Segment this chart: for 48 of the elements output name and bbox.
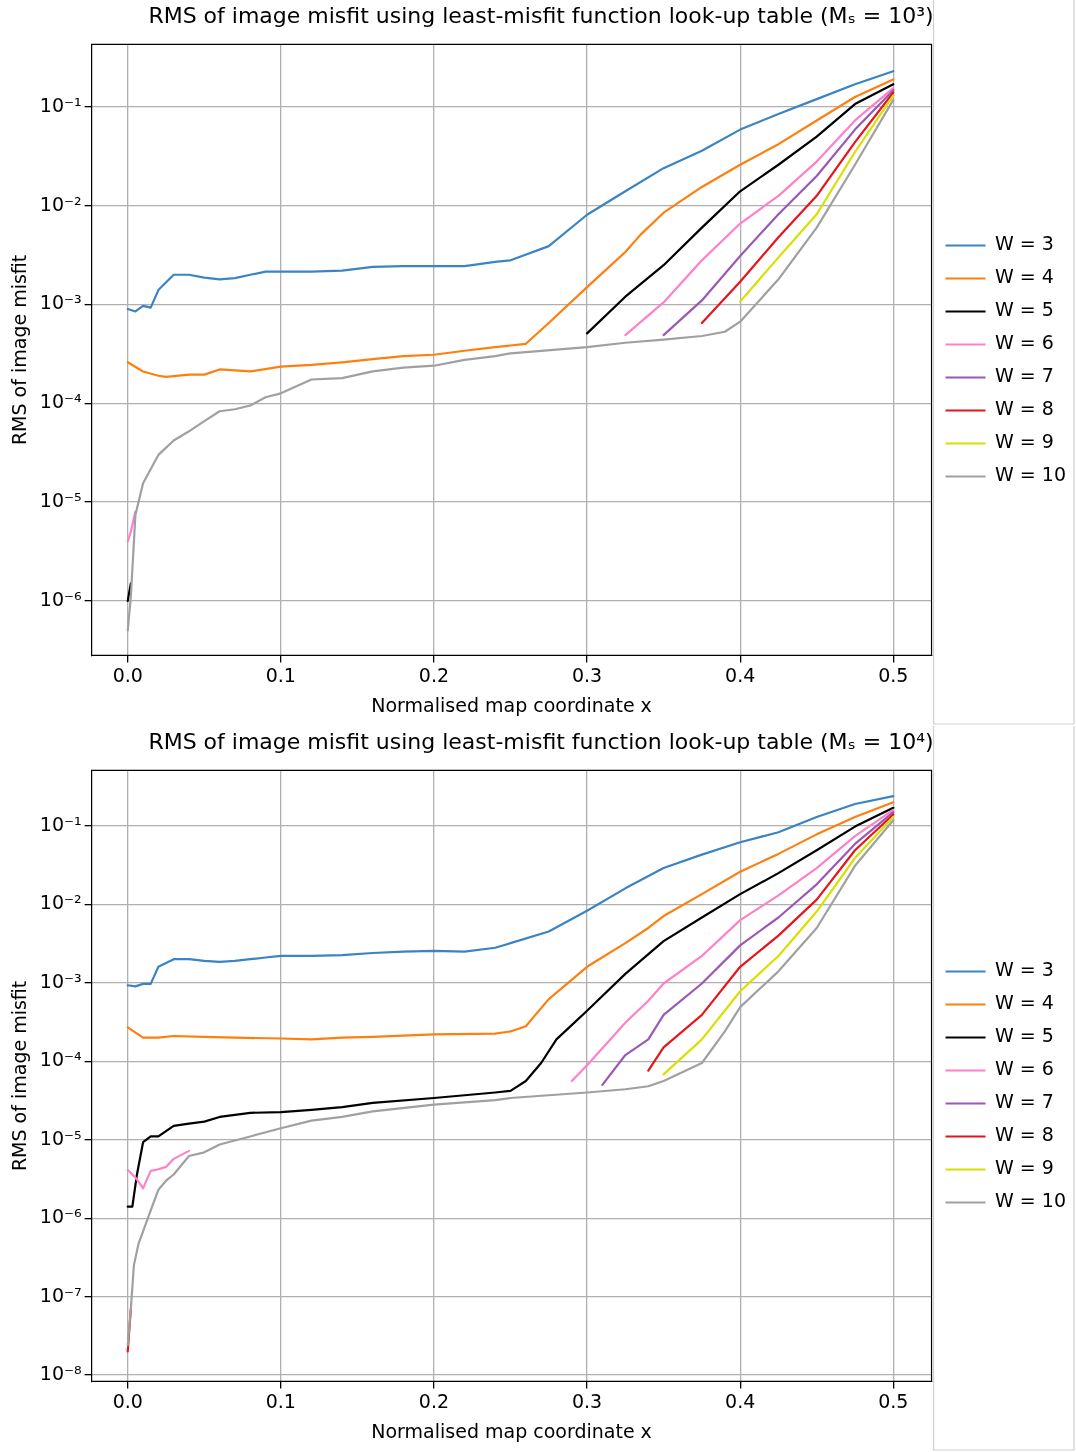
y-tick-label: 10⁻⁴	[39, 390, 82, 413]
legend-label: W = 10	[995, 1189, 1067, 1212]
x-tick-label: 0.2	[418, 663, 450, 686]
y-tick-label: 10⁻⁶	[39, 1205, 82, 1228]
y-tick-label: 10⁻⁵	[39, 488, 82, 511]
x-tick-label: 0.1	[265, 1389, 296, 1412]
x-axis-title: Normalised map coordinate x	[371, 693, 652, 716]
x-tick-label: 0.5	[878, 663, 909, 686]
y-tick-label: 10⁻¹	[39, 93, 82, 116]
legend-label: W = 7	[995, 364, 1054, 387]
y-tick-label: 10⁻⁷	[39, 1283, 82, 1306]
legend-label: W = 5	[995, 298, 1054, 321]
y-tick-label: 10⁻³	[39, 969, 82, 992]
y-tick-label: 10⁻⁴	[39, 1048, 82, 1071]
legend-label: W = 10	[995, 463, 1067, 486]
chart-title: RMS of image misfit using least-misfit function look-up table (Mₛ = 10⁴)	[148, 728, 934, 754]
x-tick-label: 0.0	[112, 663, 143, 686]
legend-label: W = 8	[995, 1123, 1054, 1146]
x-tick-label: 0.3	[571, 1389, 603, 1412]
legend-label: W = 9	[995, 1156, 1054, 1179]
x-tick-label: 0.4	[725, 1389, 756, 1412]
legend-label: W = 7	[995, 1090, 1054, 1113]
x-tick-label: 0.2	[418, 1389, 450, 1412]
legend-label: W = 6	[995, 331, 1054, 354]
legend-label: W = 5	[995, 1024, 1054, 1047]
y-tick-label: 10⁻¹	[39, 812, 82, 835]
legend-label: W = 9	[995, 430, 1054, 453]
chart-title: RMS of image misfit using least-misfit function look-up table (Mₛ = 10³)	[148, 2, 934, 28]
y-tick-label: 10⁻⁵	[39, 1126, 82, 1149]
legend-label: W = 6	[995, 1057, 1054, 1080]
x-tick-label: 0.1	[265, 663, 296, 686]
y-tick-label: 10⁻³	[39, 291, 82, 314]
x-axis-title: Normalised map coordinate x	[371, 1419, 652, 1442]
x-tick-label: 0.3	[571, 663, 603, 686]
legend-label: W = 4	[995, 991, 1054, 1014]
y-tick-label: 10⁻²	[39, 891, 82, 914]
legend-label: W = 4	[995, 265, 1054, 288]
y-tick-label: 10⁻⁶	[39, 587, 82, 610]
y-axis-title: RMS of image misfit	[8, 254, 31, 446]
x-tick-label: 0.5	[878, 1389, 909, 1412]
y-tick-label: 10⁻²	[39, 192, 82, 215]
y-axis-title: RMS of image misfit	[8, 980, 31, 1172]
x-tick-label: 0.4	[725, 663, 756, 686]
legend-label: W = 8	[995, 397, 1054, 420]
legend-label: W = 3	[995, 232, 1054, 255]
x-tick-label: 0.0	[112, 1389, 143, 1412]
legend-label: W = 3	[995, 958, 1054, 981]
y-tick-label: 10⁻⁸	[39, 1361, 82, 1384]
